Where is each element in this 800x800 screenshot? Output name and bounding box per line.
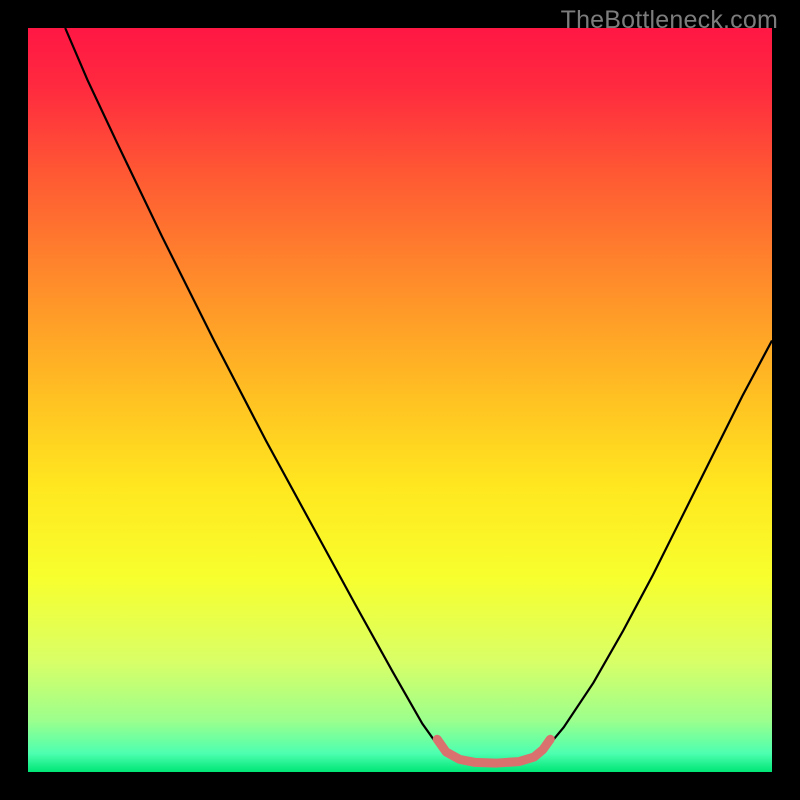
- curve-left-black: [65, 28, 441, 750]
- chart-plot-area: [28, 28, 772, 772]
- attribution-label: TheBottleneck.com: [561, 6, 778, 35]
- chart-curves: [28, 28, 772, 772]
- curve-highlight: [437, 739, 550, 763]
- curve-right-black: [545, 340, 772, 749]
